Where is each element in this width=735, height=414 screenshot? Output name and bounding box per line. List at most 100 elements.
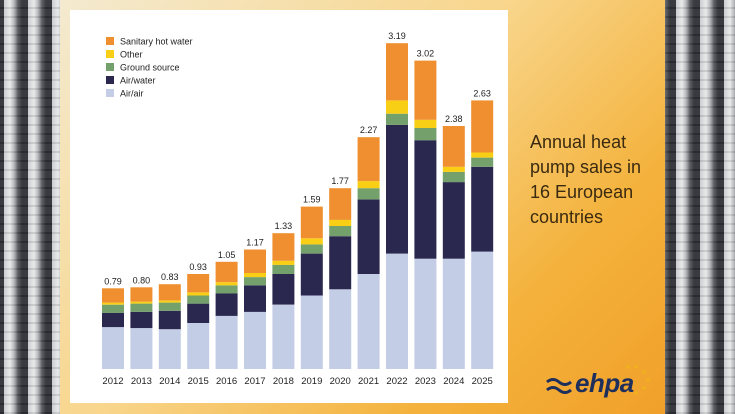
bar-segment-air-water (215, 293, 238, 316)
legend-label-air-air: Air/air (120, 89, 144, 99)
bar-segment-air-air (357, 274, 380, 369)
x-tick-label: 2017 (244, 376, 265, 387)
bar-segment-sanitary-hot-water (215, 261, 238, 283)
svg-text:★: ★ (625, 363, 631, 371)
bar-segment-sanitary-hot-water (414, 60, 437, 120)
bar-segment-ground-source (414, 128, 437, 141)
bar-segment-air-water (130, 311, 153, 329)
svg-text:★: ★ (633, 363, 639, 371)
bar-segment-ground-source (357, 188, 380, 200)
legend-label-air-water: Air/water (120, 76, 156, 86)
bar-segment-sanitary-hot-water (471, 100, 494, 153)
x-tick-label: 2025 (472, 376, 493, 387)
x-tick-label: 2021 (358, 376, 379, 387)
bar-segment-other (329, 219, 352, 226)
legend-label-sanitary-hot-water: Sanitary hot water (120, 37, 193, 47)
svg-text:★: ★ (645, 376, 651, 384)
legend-swatch-other (106, 50, 114, 58)
bar-segment-air-water (442, 182, 465, 259)
bar-segment-other (442, 166, 465, 172)
x-tick-label: 2015 (188, 376, 209, 387)
bar-segment-sanitary-hot-water (300, 206, 323, 239)
x-tick-label: 2023 (415, 376, 436, 387)
bar-segment-air-air (329, 289, 352, 369)
x-tick-label: 2018 (273, 376, 294, 387)
bar-segment-other (215, 282, 238, 286)
bar-segment-ground-source (442, 171, 465, 183)
bar-segment-air-air (386, 253, 408, 369)
bar-segment-other (386, 100, 408, 114)
total-label: 3.02 (417, 49, 435, 59)
bar-segment-ground-source (300, 244, 323, 254)
legend-label-other: Other (120, 50, 143, 60)
total-label: 1.59 (303, 195, 321, 205)
x-tick-label: 2013 (131, 376, 152, 387)
bar-segment-air-water (386, 124, 408, 254)
x-tick-label: 2014 (159, 376, 180, 387)
bar-segment-air-water (329, 236, 352, 290)
bar-segment-air-air (187, 323, 210, 369)
bar-segment-ground-source (329, 226, 352, 237)
bar-segment-air-air (158, 329, 181, 369)
legend-swatch-sanitary-hot-water (106, 37, 114, 45)
svg-text:★: ★ (641, 368, 647, 376)
bar-segment-sanitary-hot-water (357, 137, 380, 182)
bar-segment-sanitary-hot-water (272, 233, 295, 261)
x-tick-label: 2020 (330, 376, 351, 387)
bar-segment-air-air (102, 327, 124, 369)
legend-swatch-ground-source (106, 63, 114, 71)
bar-segment-ground-source (272, 264, 295, 274)
bar-segment-other (300, 238, 323, 245)
total-label: 2.63 (473, 88, 491, 98)
bar-segment-ground-source (471, 157, 494, 167)
total-label: 2.38 (445, 114, 463, 124)
legend-label-ground-source: Ground source (120, 63, 180, 73)
bar-segment-air-air (272, 304, 295, 369)
bar-segment-air-air (130, 328, 153, 369)
bar-segment-sanitary-hot-water (102, 288, 124, 303)
bar-segment-air-water (272, 274, 295, 305)
bar-segment-ground-source (158, 302, 181, 311)
bar-segment-air-air (442, 258, 465, 369)
bar-segment-ground-source (130, 303, 153, 312)
bar-segment-ground-source (102, 304, 124, 313)
bar-segment-sanitary-hot-water (442, 126, 465, 167)
bar-segment-air-water (158, 310, 181, 330)
x-tick-label: 2024 (443, 376, 464, 387)
x-tick-label: 2022 (386, 376, 407, 387)
x-tick-label: 2019 (301, 376, 322, 387)
total-label: 3.19 (388, 31, 406, 41)
total-label: 1.33 (275, 221, 293, 231)
bar-segment-ground-source (244, 277, 266, 286)
total-label: 1.77 (331, 176, 349, 186)
chart-card: 0.79 2012 0.80 2013 0.83 2014 0.93 2015 1.05 2016… (70, 10, 508, 403)
bar-segment-other (272, 260, 295, 265)
bar-segment-ground-source (386, 113, 408, 125)
bar-segment-other (471, 152, 494, 158)
bar-segment-other (130, 301, 153, 304)
bar-segment-air-air (244, 311, 266, 369)
bar-segment-air-water (102, 312, 124, 328)
total-label: 1.05 (218, 250, 236, 260)
total-label: 1.17 (246, 238, 264, 248)
bar-segment-ground-source (215, 285, 238, 294)
x-tick-label: 2016 (216, 376, 237, 387)
bar-segment-other (357, 181, 380, 189)
bar-segment-sanitary-hot-water (386, 43, 408, 101)
bar-segment-ground-source (187, 295, 210, 304)
x-tick-label: 2012 (102, 376, 123, 387)
bar-segment-air-water (244, 285, 266, 312)
bar-segment-air-water (187, 303, 210, 323)
bar-segment-sanitary-hot-water (244, 249, 266, 273)
bar-segment-other (187, 292, 210, 296)
stacked-bar-chart: 0.79 2012 0.80 2013 0.83 2014 0.93 2015 1.05 2016… (102, 31, 494, 387)
total-label: 0.79 (104, 276, 122, 286)
svg-text:★: ★ (633, 389, 639, 397)
legend-swatch-air-air (106, 89, 114, 97)
bar-segment-sanitary-hot-water (130, 287, 153, 302)
logo-mark: ★★★ ★★★ (546, 363, 651, 397)
bar-segment-sanitary-hot-water (187, 274, 210, 293)
bar-segment-sanitary-hot-water (158, 284, 181, 301)
total-label: 0.83 (161, 272, 179, 282)
bar-segment-air-water (300, 253, 323, 296)
